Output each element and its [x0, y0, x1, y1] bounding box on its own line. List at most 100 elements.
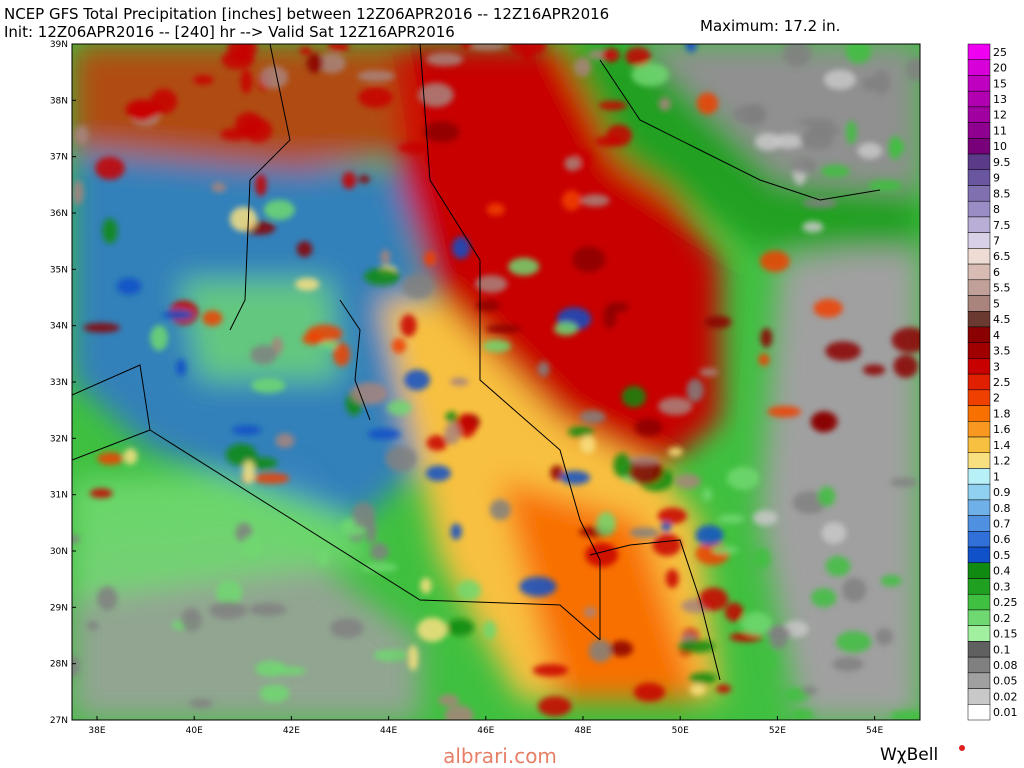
legend-label: 0.6: [993, 533, 1011, 546]
spot: [250, 345, 277, 365]
spot: [417, 617, 448, 642]
spot: [446, 618, 475, 637]
lon-label: 48E: [574, 726, 591, 736]
legend-label: 25: [993, 46, 1007, 59]
spot: [660, 521, 672, 532]
legend-swatch: [967, 656, 991, 674]
spot: [862, 76, 877, 92]
spot: [402, 273, 434, 299]
legend-swatch: [967, 248, 991, 265]
spot: [398, 141, 436, 154]
spot: [302, 333, 323, 345]
spot: [875, 628, 894, 646]
spot: [823, 69, 856, 90]
spot: [658, 397, 693, 416]
spot: [450, 523, 462, 540]
legend-label: 8.5: [993, 187, 1011, 200]
spot: [327, 44, 350, 52]
spot: [358, 87, 393, 108]
legend-label: 0.25: [993, 596, 1018, 609]
spot: [696, 92, 719, 115]
spot: [425, 465, 452, 482]
spot: [857, 142, 883, 159]
spot: [330, 618, 364, 638]
borders: [72, 44, 881, 681]
spot: [387, 400, 412, 416]
spot: [95, 156, 125, 180]
lat-label: 34N: [50, 322, 68, 332]
legend-label: 9.5: [993, 156, 1011, 169]
spot: [318, 52, 346, 74]
spot: [667, 447, 683, 457]
spot: [800, 128, 835, 150]
lon-label: 42E: [283, 726, 300, 736]
legend-label: 20: [993, 62, 1007, 75]
legend-swatch: [967, 122, 991, 139]
spot: [906, 57, 920, 82]
spot: [420, 577, 432, 594]
spot: [568, 426, 595, 438]
spot: [83, 322, 121, 333]
legend-swatch: [967, 688, 991, 705]
spot: [802, 197, 838, 209]
spot: [520, 121, 538, 137]
spot: [125, 99, 162, 120]
lat-label: 31N: [50, 491, 68, 501]
spot: [380, 249, 391, 265]
spot: [275, 433, 295, 449]
legend-label: 0.7: [993, 517, 1011, 530]
legend-swatch: [967, 515, 991, 532]
spot: [363, 267, 400, 286]
legend-label: 13: [993, 93, 1007, 106]
spot: [249, 603, 287, 616]
legend-swatch: [967, 216, 991, 233]
lat-label: 27N: [50, 716, 68, 726]
spot: [449, 377, 469, 387]
legend-label: 0.8: [993, 502, 1011, 515]
spot: [836, 631, 872, 653]
legend-swatch: [967, 562, 991, 579]
spot: [677, 639, 715, 653]
lon-label: 38E: [88, 726, 105, 736]
spot: [791, 158, 817, 174]
spot: [175, 358, 187, 377]
spot: [241, 534, 263, 558]
spot: [698, 587, 729, 611]
spot: [717, 513, 745, 524]
spot: [456, 580, 481, 601]
spot: [74, 125, 89, 145]
spot: [306, 53, 324, 74]
lat-label: 38N: [50, 96, 68, 106]
legend-label: 0.4: [993, 565, 1011, 578]
spot: [665, 568, 679, 589]
lon-label: 40E: [186, 726, 203, 736]
spot: [482, 620, 497, 640]
legend-swatch: [967, 90, 991, 108]
spot: [862, 364, 886, 376]
legend-label: 4: [993, 329, 1000, 342]
spot: [445, 411, 459, 423]
legend-label: 7: [993, 235, 1000, 248]
legend-label: 12: [993, 109, 1007, 122]
legend-label: 10: [993, 140, 1007, 153]
spot: [817, 486, 836, 507]
spot: [271, 666, 307, 676]
spot: [657, 507, 687, 525]
spot: [365, 518, 377, 544]
legend-swatch: [967, 546, 991, 564]
spot: [821, 522, 847, 545]
legend-swatch: [967, 641, 991, 658]
legend-label: 5: [993, 297, 1000, 310]
spot: [626, 455, 661, 465]
spot: [229, 206, 258, 232]
spot: [425, 52, 464, 67]
spot: [296, 241, 313, 258]
spot: [468, 44, 505, 51]
spot: [404, 369, 431, 391]
legend-label: 8: [993, 203, 1000, 216]
spot: [802, 221, 824, 233]
legend-swatch: [967, 389, 991, 406]
legend-swatch: [967, 232, 991, 249]
spot: [741, 611, 773, 636]
legend-swatch: [967, 593, 991, 611]
